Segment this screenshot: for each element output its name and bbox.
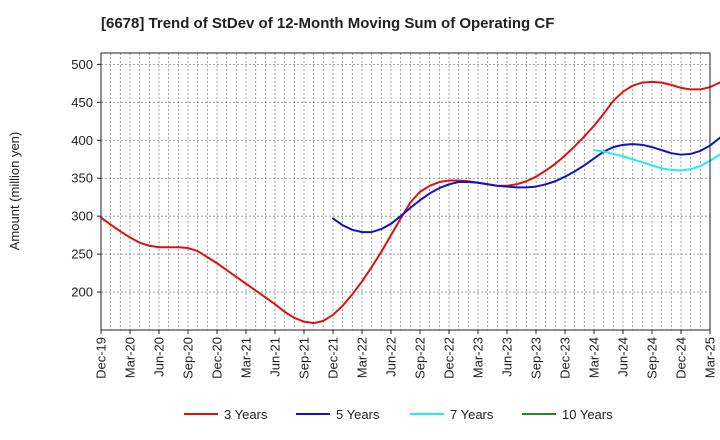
y-tick-label: 450 [71,95,93,110]
series-layer [100,80,720,325]
x-tick-label: Mar-24 [587,337,602,378]
legend-label: 5 Years [336,407,380,422]
x-tick-label: Mar-21 [239,337,254,378]
y-tick-label: 200 [71,285,93,300]
plot-area [101,53,710,330]
y-tick-label: 250 [71,247,93,262]
y-axis-label: Amount (million yen) [7,132,22,251]
x-axis-ticks: Dec-19 Mar-20 Jun-20 Sep-20 Dec-20 Mar-21 Jun-… [94,330,718,379]
legend-label: 10 Years [562,407,613,422]
x-tick-label: Mar-25 [703,337,718,378]
legend-label: 3 Years [224,407,268,422]
x-tick-label: Jun-22 [384,337,399,377]
legend: 3 Years 5 Years 7 Years 10 Years [184,407,613,422]
x-tick-label: Dec-23 [558,337,573,379]
y-tick-label: 500 [71,57,93,72]
legend-label: 7 Years [450,407,494,422]
chart-title: [6678] Trend of StDev of 12-Month Moving… [101,15,554,32]
x-tick-label: Jun-23 [500,337,515,377]
x-tick-label: Mar-20 [123,337,138,378]
x-tick-label: Jun-24 [616,337,631,377]
y-tick-label: 350 [71,171,93,186]
series-line-3-years [100,80,720,325]
x-tick-label: Sep-22 [413,337,428,379]
y-tick-label: 300 [71,209,93,224]
plot-border [100,52,711,331]
x-tick-label: Jun-20 [152,337,167,377]
x-tick-label: Dec-20 [210,337,225,379]
x-tick-label: Mar-22 [355,337,370,378]
x-tick-label: Dec-24 [674,337,689,379]
plot-background [101,53,710,330]
x-tick-label: Sep-23 [529,337,544,379]
x-tick-label: Sep-24 [645,337,660,379]
y-axis-ticks: 200 250 300 350 400 450 500 [71,57,101,300]
y-tick-label: 400 [71,133,93,148]
series-line-7-years [593,149,720,172]
x-tick-label: Sep-20 [181,337,196,379]
plot-frame [100,52,711,331]
x-tick-label: Dec-22 [442,337,457,379]
x-tick-label: Sep-21 [297,337,312,379]
x-tick-label: Mar-23 [471,337,486,378]
x-tick-label: Dec-19 [94,337,109,379]
x-tick-label: Dec-21 [326,337,341,379]
x-tick-label: Jun-21 [268,337,283,377]
series-line-5-years [332,136,720,234]
